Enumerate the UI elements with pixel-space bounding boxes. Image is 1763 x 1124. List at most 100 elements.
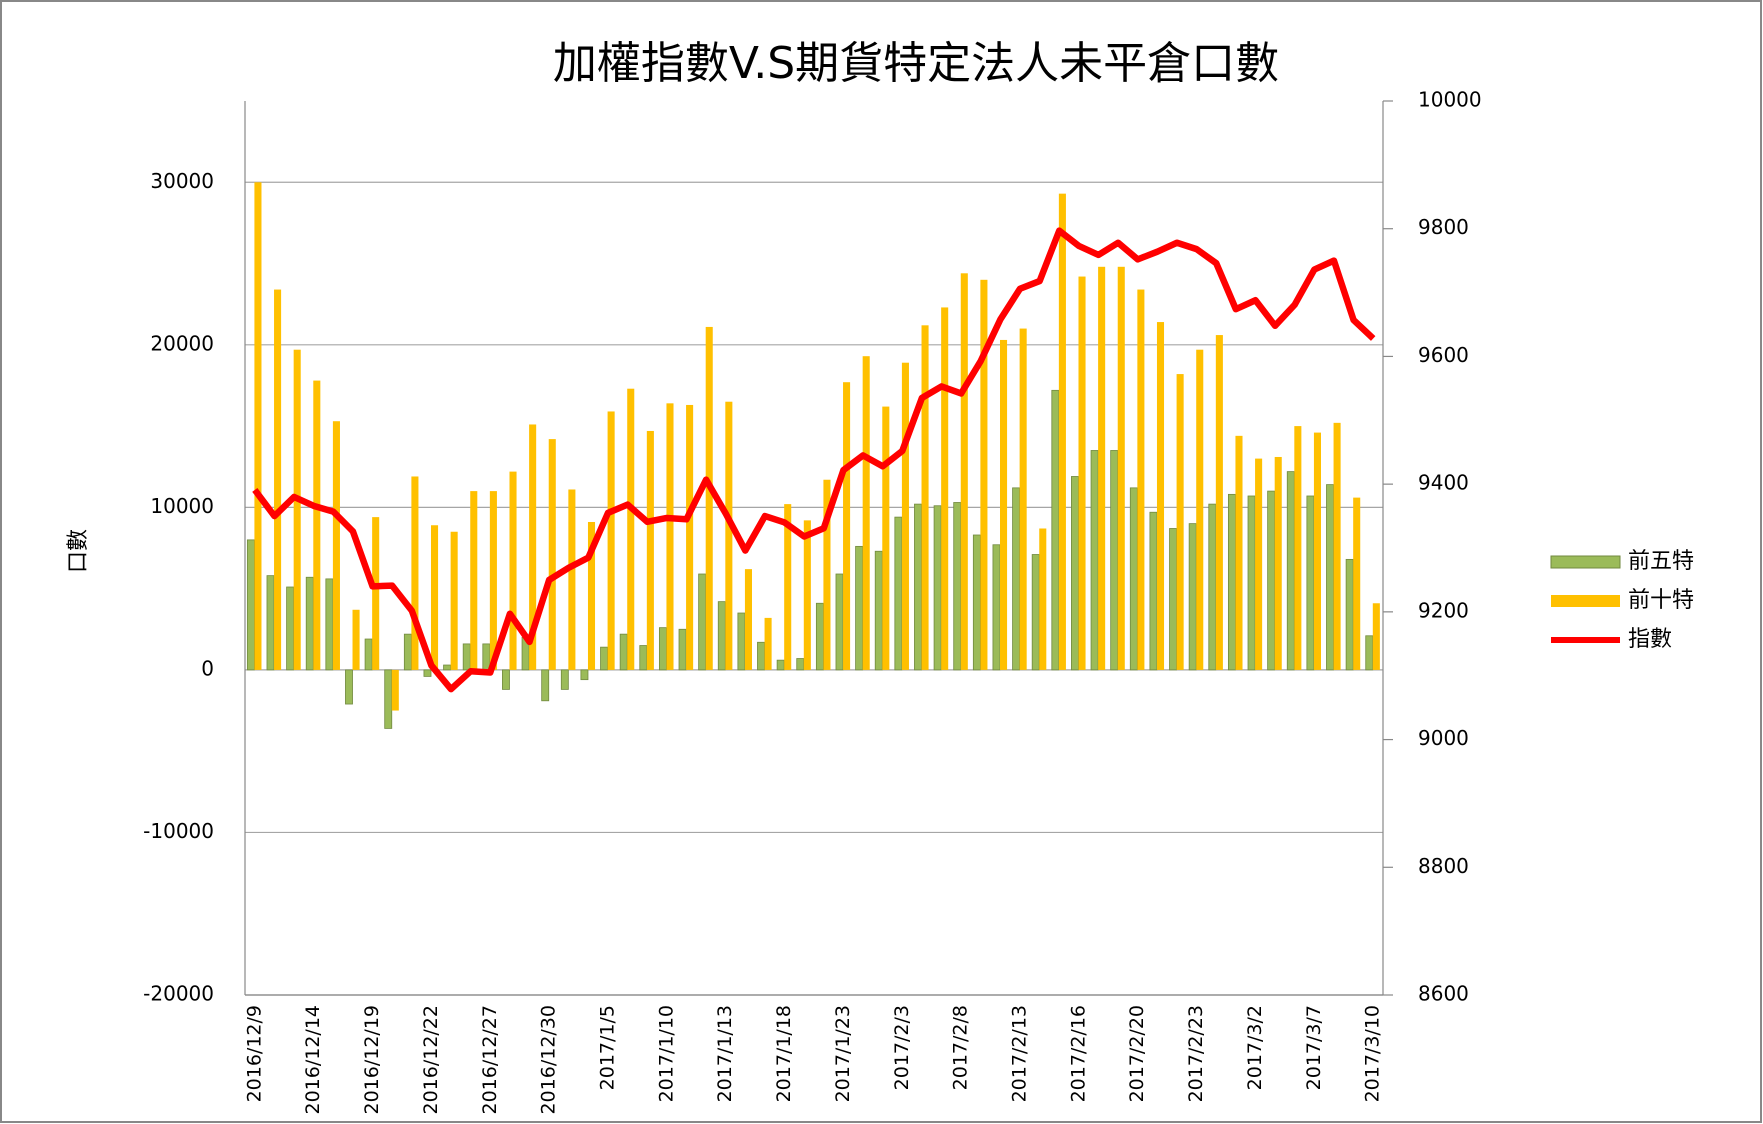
bar xyxy=(286,586,295,671)
bar xyxy=(345,669,353,705)
bar xyxy=(744,569,752,670)
bar xyxy=(678,628,687,671)
bar xyxy=(462,643,471,671)
bar xyxy=(1012,487,1021,671)
x-tick-label: 2017/2/16 xyxy=(1067,1005,1089,1102)
bar xyxy=(914,503,922,671)
bar xyxy=(874,550,883,671)
bar xyxy=(933,505,942,671)
bar xyxy=(1176,374,1184,670)
legend-label: 前十特 xyxy=(1628,588,1694,613)
y-tick-label: -10000 xyxy=(143,819,214,843)
bar xyxy=(372,517,380,670)
bar xyxy=(1215,335,1223,670)
bar xyxy=(450,531,458,670)
bar xyxy=(1031,554,1040,671)
x-tick-label: 2017/1/10 xyxy=(655,1005,677,1102)
bar xyxy=(835,573,844,671)
bar xyxy=(607,411,615,670)
bar xyxy=(666,403,674,670)
bar xyxy=(1372,603,1380,670)
bar xyxy=(1090,450,1099,671)
bar xyxy=(698,573,707,671)
bar xyxy=(1149,511,1158,671)
legend-label: 指數 xyxy=(1628,627,1672,652)
bar xyxy=(855,545,864,671)
y2-tick-label: 9200 xyxy=(1418,598,1469,622)
bar xyxy=(1345,558,1354,671)
bar xyxy=(443,664,452,671)
legend-label: 前五特 xyxy=(1628,549,1694,574)
bar xyxy=(960,273,968,670)
bar xyxy=(823,479,831,670)
bar xyxy=(894,516,903,671)
bar xyxy=(658,627,667,671)
bar xyxy=(686,404,694,670)
y-tick-label: 10000 xyxy=(150,494,214,518)
y-axis-label: 口數 xyxy=(66,529,91,573)
bar xyxy=(784,504,792,670)
bar xyxy=(246,539,255,671)
bar xyxy=(403,633,412,671)
bar xyxy=(972,534,981,671)
bar xyxy=(384,669,393,729)
bar xyxy=(1110,450,1119,671)
x-tick-label: 2017/2/13 xyxy=(1009,1005,1031,1102)
y-tick-label: -20000 xyxy=(143,982,214,1006)
bar xyxy=(619,633,628,671)
bar xyxy=(1169,528,1177,671)
y2-tick-label: 9800 xyxy=(1418,215,1469,239)
y-tick-label: 30000 xyxy=(150,169,214,193)
bar xyxy=(980,279,988,670)
bar xyxy=(313,380,321,670)
bar xyxy=(1129,487,1138,671)
bar xyxy=(1071,476,1079,671)
bar xyxy=(274,289,282,670)
bar xyxy=(1196,349,1204,670)
bar xyxy=(717,601,726,671)
bar xyxy=(293,349,301,670)
x-tick-label: 2016/12/27 xyxy=(479,1005,501,1115)
x-tick-label: 2017/2/23 xyxy=(1185,1005,1207,1102)
bar xyxy=(1051,389,1060,671)
bar xyxy=(352,609,360,670)
bar xyxy=(1353,497,1361,670)
x-tick-label: 2017/1/23 xyxy=(832,1005,854,1102)
bar xyxy=(737,612,746,671)
bar xyxy=(1247,495,1256,671)
bar xyxy=(325,578,334,671)
bar xyxy=(423,669,432,677)
y2-tick-label: 9000 xyxy=(1418,726,1469,750)
bar xyxy=(815,602,824,671)
y2-tick-label: 10000 xyxy=(1418,88,1482,112)
bar xyxy=(1235,435,1243,670)
y2-tick-label: 9600 xyxy=(1418,343,1469,367)
bar xyxy=(1078,276,1086,670)
bar xyxy=(1306,495,1315,671)
bar xyxy=(1098,266,1106,670)
bar xyxy=(548,439,556,670)
bar xyxy=(764,617,772,670)
chart-title: 加權指數V.S期貨特定法人未平倉口數 xyxy=(553,38,1279,89)
bar xyxy=(587,521,596,670)
x-tick-label: 2017/2/20 xyxy=(1126,1005,1148,1102)
bar xyxy=(1294,426,1302,670)
bar xyxy=(1255,458,1263,670)
y-tick-label: 20000 xyxy=(150,331,214,355)
y2-tick-label: 8600 xyxy=(1418,982,1469,1006)
bar xyxy=(509,471,517,670)
x-tick-label: 2017/3/7 xyxy=(1303,1005,1325,1090)
bar xyxy=(646,430,654,670)
bar xyxy=(803,520,811,670)
bar xyxy=(1137,289,1145,670)
legend-swatch xyxy=(1550,555,1621,569)
x-tick-label: 2017/3/10 xyxy=(1362,1005,1384,1102)
bar xyxy=(1000,339,1008,670)
x-tick-label: 2016/12/30 xyxy=(538,1005,560,1115)
bar xyxy=(1208,503,1217,671)
bar xyxy=(725,401,733,670)
bar xyxy=(332,421,340,670)
bar xyxy=(1267,490,1276,671)
x-tick-label: 2016/12/22 xyxy=(420,1005,442,1115)
